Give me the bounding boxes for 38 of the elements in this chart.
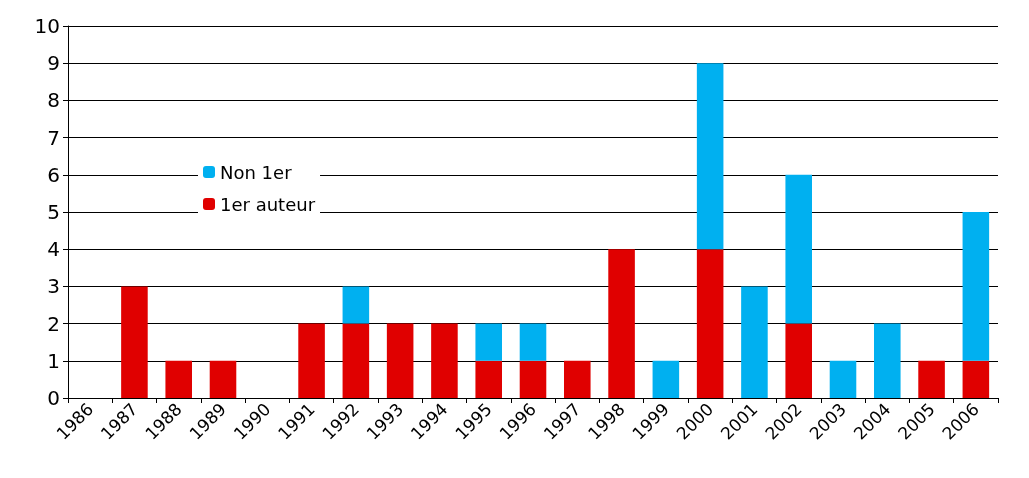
- bar: [519, 323, 547, 361]
- bar: [785, 323, 812, 398]
- y-tick-label: 10: [34, 14, 60, 38]
- y-tick-label: 9: [47, 51, 60, 76]
- bar: [696, 249, 724, 398]
- y-tick-label: 8: [47, 88, 60, 113]
- y-tick-label: 3: [47, 274, 60, 299]
- bar: [342, 323, 370, 398]
- bar: [386, 323, 414, 398]
- bar: [431, 323, 458, 398]
- y-tick-label: 5: [47, 200, 60, 224]
- bar: [962, 360, 990, 398]
- bar: [342, 286, 370, 324]
- bar: [741, 286, 768, 398]
- legend-label: 1er auteur: [220, 193, 316, 215]
- bar: [298, 323, 325, 398]
- bar: [918, 360, 945, 398]
- bar: [121, 286, 148, 398]
- bar: [608, 249, 635, 398]
- y-tick-label: 2: [47, 311, 60, 336]
- bar: [962, 212, 990, 361]
- bar: [829, 360, 857, 398]
- legend-label: Non 1er: [220, 161, 293, 183]
- bar: [475, 360, 502, 398]
- y-tick-label: 1: [47, 348, 60, 373]
- y-tick-label: 0: [47, 386, 60, 410]
- bar: [209, 360, 237, 398]
- bar: [696, 63, 724, 250]
- bar: [475, 323, 502, 361]
- y-tick-label: 6: [47, 162, 60, 187]
- bar: [874, 323, 901, 398]
- bar: [652, 360, 680, 398]
- y-tick-label: 4: [47, 237, 60, 262]
- bar: [785, 174, 812, 324]
- bar: [165, 360, 192, 398]
- bar: [564, 360, 591, 398]
- bar: [519, 360, 547, 398]
- y-tick-label: 7: [47, 125, 60, 150]
